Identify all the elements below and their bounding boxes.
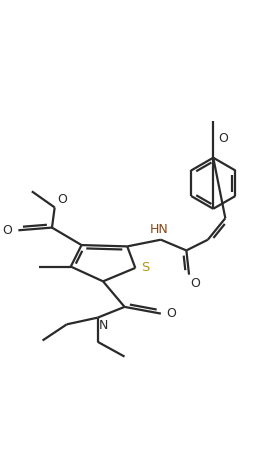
Text: O: O bbox=[2, 224, 12, 237]
Text: O: O bbox=[218, 132, 228, 146]
Text: S: S bbox=[141, 261, 149, 274]
Text: HN: HN bbox=[150, 223, 169, 236]
Text: O: O bbox=[190, 277, 200, 290]
Text: N: N bbox=[99, 319, 108, 332]
Text: O: O bbox=[57, 193, 67, 206]
Text: O: O bbox=[166, 307, 176, 320]
